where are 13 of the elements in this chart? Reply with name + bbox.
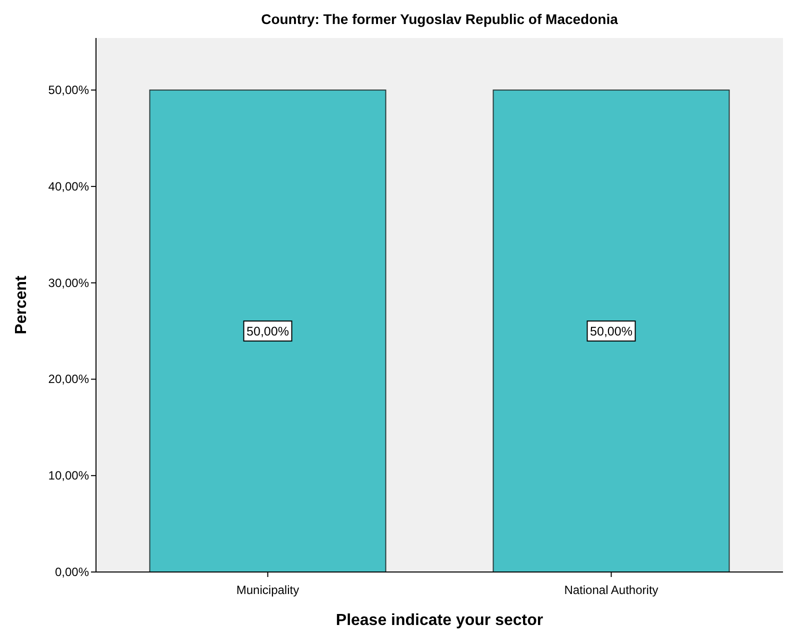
y-tick-label: 30,00%: [48, 276, 90, 290]
y-tick-label: 40,00%: [48, 179, 90, 194]
data-label: 50,00%: [590, 324, 632, 339]
y-tick-label: 0,00%: [54, 565, 90, 579]
x-tick-label: National Authority: [564, 583, 658, 597]
y-tick-label: 50,00%: [48, 83, 90, 98]
x-tick-label: Municipality: [236, 583, 300, 597]
y-tick-label: 20,00%: [48, 372, 90, 386]
data-label: 50,00%: [246, 324, 289, 339]
y-tick-label: 10,00%: [48, 468, 90, 483]
x-axis-title: Please indicate your sector: [336, 612, 544, 629]
chart-title: Country: The former Yugoslav Republic of Macedonia: [261, 11, 618, 27]
y-axis-title: Percent: [13, 274, 30, 334]
